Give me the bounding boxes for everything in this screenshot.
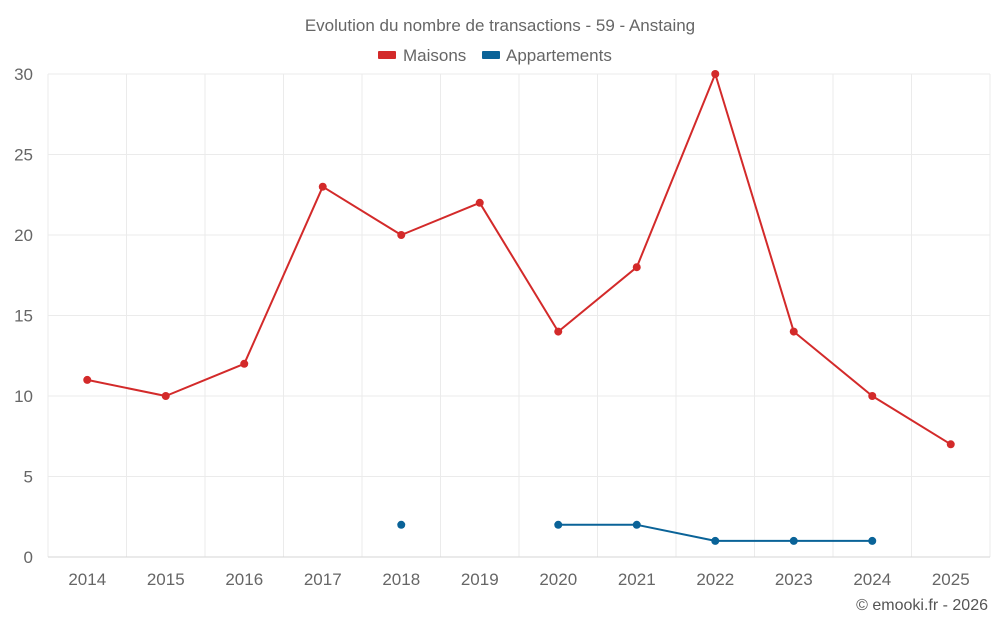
data-point-maisons-2024[interactable] (868, 392, 877, 400)
x-tick-label: 2020 (539, 570, 577, 589)
data-point-maisons-2019[interactable] (475, 198, 484, 207)
grid (47, 73, 991, 557)
x-tick-label: 2017 (304, 570, 342, 589)
data-point-maisons-2020[interactable] (554, 327, 563, 336)
y-tick-label: 25 (14, 146, 33, 165)
x-axis: 2014 2015 2016 2017 2018 2019 2020 2021 2022 2023… (48, 556, 990, 589)
x-tick-label: 2021 (618, 570, 656, 589)
x-tick-label: 2022 (696, 570, 734, 589)
series-layer (83, 70, 955, 545)
data-point-maisons-2016[interactable] (240, 359, 249, 368)
data-point-appartements-2018[interactable] (397, 520, 406, 529)
y-tick-label: 30 (14, 65, 33, 84)
legend-item-maisons[interactable]: Maisons (378, 46, 466, 65)
x-tick-label: 2025 (932, 570, 970, 589)
credit-text: © emooki.fr - 2026 (856, 597, 988, 614)
data-point-maisons-2023[interactable] (789, 327, 798, 336)
data-point-maisons-2022[interactable] (711, 70, 720, 78)
series-maisons (83, 70, 955, 449)
data-point-maisons-2015[interactable] (161, 392, 170, 400)
legend-label-maisons: Maisons (403, 46, 466, 65)
data-point-appartements-2022[interactable] (711, 536, 720, 545)
legend-label-appartements: Appartements (506, 46, 612, 65)
data-point-appartements-2023[interactable] (789, 536, 798, 545)
y-tick-label: 15 (14, 307, 33, 326)
legend-item-appartements[interactable]: Appartements (482, 46, 612, 65)
y-tick-label: 20 (14, 226, 33, 245)
series-line-maisons (87, 73, 952, 446)
y-tick-label: 10 (14, 387, 33, 406)
y-tick-label: 5 (24, 468, 33, 487)
data-point-maisons-2025[interactable] (946, 440, 955, 449)
x-tick-label: 2018 (382, 570, 420, 589)
x-tick-label: 2016 (225, 570, 263, 589)
legend-swatch-appartements (482, 51, 500, 59)
x-tick-label: 2015 (147, 570, 185, 589)
data-point-maisons-2017[interactable] (318, 182, 327, 191)
data-point-appartements-2024[interactable] (868, 536, 877, 545)
legend: Maisons Appartements (378, 46, 612, 65)
data-point-appartements-2021[interactable] (632, 520, 641, 529)
series-appartements (397, 520, 877, 545)
x-tick-label: 2019 (461, 570, 499, 589)
x-tick-label: 2024 (853, 570, 891, 589)
data-point-appartements-2020[interactable] (554, 520, 563, 529)
legend-swatch-maisons (378, 51, 396, 59)
y-tick-label: 0 (24, 548, 33, 567)
data-point-maisons-2018[interactable] (397, 231, 406, 239)
y-axis: 0 5 10 15 20 25 30 (14, 65, 33, 567)
data-point-maisons-2014[interactable] (83, 375, 92, 384)
x-tick-label: 2014 (68, 570, 106, 589)
chart-title: Evolution du nombre de transactions - 59… (305, 16, 695, 35)
x-tick-label: 2023 (775, 570, 813, 589)
data-point-maisons-2021[interactable] (632, 263, 641, 272)
